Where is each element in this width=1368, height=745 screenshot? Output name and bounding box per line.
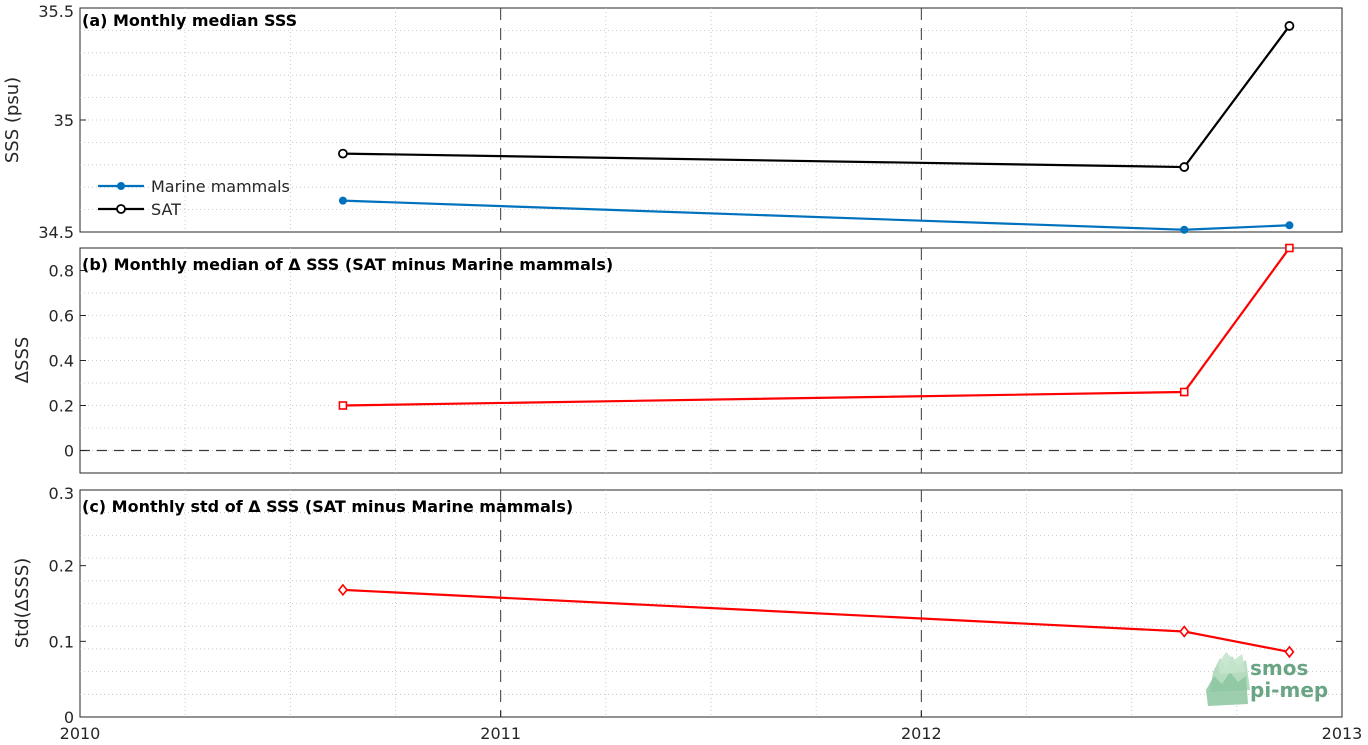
panel-a-series <box>338 21 1295 234</box>
panel-b-year-lines <box>500 248 922 473</box>
panel-c-title: (c) Monthly std of Δ SSS (SAT minus Mari… <box>82 497 573 516</box>
ytick-label: 0.3 <box>49 484 74 503</box>
ytick-label: 0 <box>64 708 74 727</box>
ytick-label: 0.1 <box>49 632 74 651</box>
panel-c: 0 0.1 0.2 0.3 2010 2011 2012 2013 (c) Monthly … <box>12 484 1362 743</box>
panel-a-year-lines <box>500 8 922 232</box>
panel-c-year-lines <box>500 490 922 717</box>
xtick-label: 2013 <box>1322 724 1363 743</box>
ytick-label: 0.6 <box>49 307 74 326</box>
data-point <box>1179 387 1189 397</box>
panel-c-frame <box>79 489 1343 718</box>
panel-a-ylabel: SSS (psu) <box>2 77 23 163</box>
panel-b-title: (b) Monthly median of Δ SSS (SAT minus M… <box>82 255 613 274</box>
data-point <box>337 583 348 597</box>
data-point <box>1285 243 1294 253</box>
smos-pi-mep-logo: smos pi-mep <box>1206 652 1328 706</box>
ytick-label: 0.2 <box>49 557 74 576</box>
data-point <box>1285 221 1294 230</box>
ytick-label: 35.5 <box>38 2 74 21</box>
panel-a-title: (a) Monthly median SSS <box>82 11 297 30</box>
ytick-label: 0.2 <box>49 397 74 416</box>
legend-sat-label: SAT <box>151 200 181 219</box>
panel-c-xticks: 2010 2011 2012 2013 <box>60 711 1363 743</box>
legend-marine-label: Marine mammals <box>151 177 290 196</box>
data-point <box>338 148 348 159</box>
data-point <box>1180 225 1189 234</box>
panel-a-grid <box>80 8 1342 232</box>
legend-sat-marker <box>116 204 126 214</box>
data-point <box>338 401 348 410</box>
panel-c-yticks: 0 0.1 0.2 0.3 <box>49 484 1342 727</box>
data-point <box>338 196 347 205</box>
panel-c-ylabel: Std(ΔSSS) <box>12 558 33 649</box>
xtick-label: 2012 <box>901 724 942 743</box>
data-point <box>1284 21 1295 31</box>
panel-b-grid <box>80 248 1342 473</box>
panel-a: 34.5 35 35.5 (a) Monthly median SSS SSS (p… <box>2 2 1343 242</box>
data-point <box>1179 625 1190 638</box>
ytick-label: 0.4 <box>49 352 74 371</box>
logo-wave-icon <box>1206 652 1250 706</box>
ytick-label: 35 <box>54 111 74 130</box>
panel-b: 0 0.2 0.4 0.6 0.8 (b) Monthly median of Δ SS… <box>12 243 1343 474</box>
legend: Marine mammals SAT <box>98 177 290 219</box>
xtick-label: 2011 <box>480 724 521 743</box>
panel-b-yticks: 0 0.2 0.4 0.6 0.8 <box>49 262 1342 461</box>
legend-marine-marker <box>117 182 125 190</box>
panel-c-series <box>337 583 1295 659</box>
ytick-label: 0.8 <box>49 262 74 281</box>
data-point <box>1179 162 1190 172</box>
ytick-label: 0 <box>64 442 74 461</box>
panel-b-series <box>338 243 1294 410</box>
data-point <box>1284 645 1295 659</box>
ytick-label: 34.5 <box>38 223 74 242</box>
panel-a-yticks: 34.5 35 35.5 <box>38 2 1342 242</box>
panel-b-ylabel: ΔSSS <box>12 337 33 384</box>
xtick-label: 2010 <box>60 724 101 743</box>
logo-text-line2: pi-mep <box>1250 678 1328 702</box>
logo-text-line1: smos <box>1250 656 1308 680</box>
